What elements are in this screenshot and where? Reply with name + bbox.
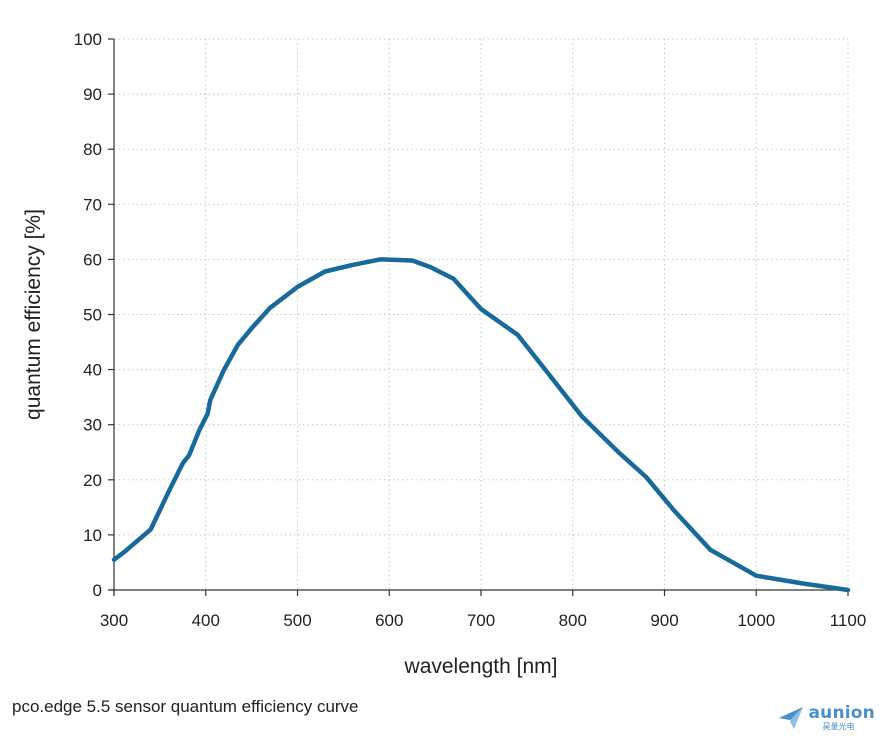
y-tick-label: 70	[83, 195, 102, 214]
y-tick-label: 90	[83, 85, 102, 104]
x-tick-label: 900	[650, 611, 678, 630]
x-tick-label: 1000	[737, 611, 775, 630]
y-tick-label: 10	[83, 526, 102, 545]
x-axis-ticks: 300 400 500 600 700 800 900 1000 1100	[100, 590, 866, 630]
x-tick-label: 400	[192, 611, 220, 630]
quantum-efficiency-chart: 0 10 20 30 40 50 60 70 80 90 100 300 400 500 600 700 80…	[22, 30, 866, 678]
y-tick-label: 50	[83, 306, 102, 325]
paper-plane-icon	[778, 707, 803, 729]
x-tick-label: 500	[283, 611, 311, 630]
y-tick-label: 0	[93, 581, 102, 600]
x-tick-label: 1100	[830, 611, 867, 630]
figure-caption: pco.edge 5.5 sensor quantum efficiency c…	[12, 697, 359, 716]
chart-series	[111, 257, 851, 593]
qe-curve	[111, 257, 851, 593]
logo-name: aunion	[808, 703, 875, 723]
x-axis-label: wavelength [nm]	[404, 655, 558, 678]
chart-grid	[114, 38, 849, 590]
y-tick-label: 60	[83, 250, 102, 269]
x-tick-label: 300	[100, 611, 128, 630]
y-tick-label: 40	[83, 361, 102, 380]
logo-subtitle: 昊量光电	[822, 722, 855, 731]
x-tick-label: 800	[559, 611, 587, 630]
y-tick-label: 80	[83, 140, 102, 159]
y-tick-label: 20	[83, 471, 102, 490]
x-tick-label: 600	[375, 611, 403, 630]
x-tick-label: 700	[467, 611, 495, 630]
chart-axes	[109, 39, 848, 595]
y-tick-label: 100	[74, 30, 102, 49]
aunion-logo: aunion 昊量光电	[777, 704, 876, 732]
y-tick-label: 30	[83, 416, 102, 435]
y-axis-ticks: 0 10 20 30 40 50 60 70 80 90 100	[74, 30, 114, 600]
y-axis-label: quantum efficiency [%]	[22, 209, 45, 420]
